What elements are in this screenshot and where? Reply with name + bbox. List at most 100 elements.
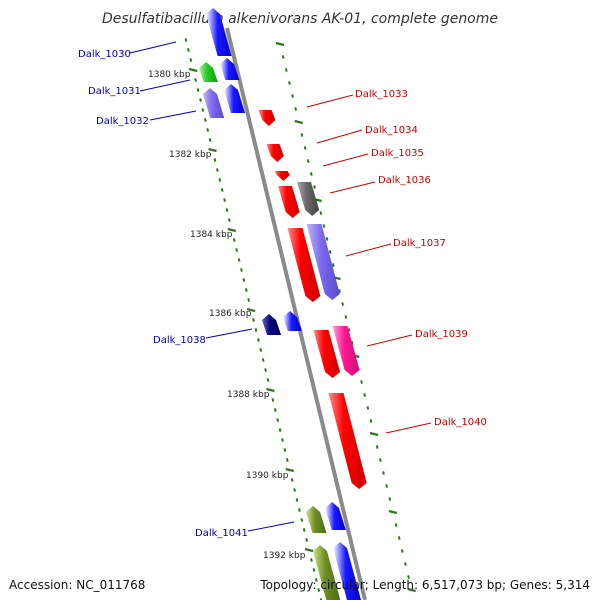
major-tick — [266, 387, 275, 393]
gene-1038-a[interactable] — [262, 314, 282, 335]
minor-tick — [293, 488, 296, 492]
minor-tick — [291, 94, 294, 98]
gene-label[interactable]: Dalk_1032 — [96, 116, 149, 127]
minor-tick — [322, 224, 326, 228]
major-tick — [407, 587, 416, 593]
gene-label[interactable]: Dalk_1031 — [88, 86, 141, 97]
genome-backbone — [225, 27, 367, 600]
scale-label: 1390 kbp — [246, 471, 289, 481]
minor-tick — [312, 568, 316, 572]
minor-tick — [303, 146, 307, 150]
gene-label[interactable]: Dalk_1036 — [378, 175, 431, 186]
gene-1039-a[interactable] — [313, 330, 341, 378]
minor-tick — [314, 578, 318, 582]
minor-tick — [331, 263, 335, 267]
map-title: Desulfatibacillum alkenivorans AK-01, co… — [102, 11, 498, 27]
scale-labels: 1380 kbp 1382 kbp 1384 kbp 1386 kbp 1388… — [148, 70, 306, 561]
gene-label[interactable]: Dalk_1030 — [78, 49, 131, 60]
gene-1041-b[interactable] — [325, 502, 346, 530]
gene-1040[interactable] — [328, 393, 367, 489]
gene-label[interactable]: Dalk_1041 — [195, 528, 248, 539]
gene-1039-b[interactable] — [332, 326, 360, 376]
minor-tick — [264, 368, 267, 372]
gene-label[interactable]: Dalk_1039 — [415, 329, 468, 340]
forward-gene-labels: Dalk_1033 Dalk_1034 Dalk_1035 Dalk_1036 … — [306, 89, 487, 434]
minor-tick — [382, 471, 385, 475]
minor-tick — [341, 302, 345, 306]
major-tick — [285, 467, 294, 473]
minor-tick — [325, 237, 329, 241]
minor-tick — [388, 497, 392, 501]
minor-tick — [338, 289, 341, 293]
minor-tick — [235, 248, 239, 252]
minor-tick — [194, 78, 197, 82]
gene-label[interactable]: Dalk_1040 — [434, 417, 487, 428]
minor-tick — [266, 378, 270, 382]
minor-tick — [283, 448, 287, 452]
minor-tick — [247, 298, 251, 302]
gene-1042-a[interactable] — [313, 545, 341, 600]
gene-label[interactable]: Dalk_1035 — [371, 148, 424, 159]
scale-track — [184, 38, 416, 600]
minor-tick — [305, 538, 308, 542]
minor-tick — [294, 107, 298, 111]
gene-1031-b[interactable] — [220, 58, 240, 80]
minor-tick — [306, 159, 310, 163]
minor-tick — [319, 211, 323, 215]
minor-tick — [271, 398, 275, 402]
scale-label: 1388 kbp — [227, 390, 270, 400]
accession-text: Accession: NC_011768 — [9, 578, 146, 592]
minor-tick — [366, 406, 370, 410]
minor-tick — [261, 358, 265, 362]
gene-1036-a[interactable] — [278, 186, 300, 218]
gene-1031-a[interactable] — [199, 62, 218, 82]
minor-tick — [404, 562, 407, 566]
minor-tick — [288, 81, 291, 85]
gene-label[interactable]: Dalk_1037 — [393, 238, 446, 249]
gene-label[interactable]: Dalk_1034 — [365, 125, 418, 136]
minor-tick — [218, 178, 222, 182]
gene-label[interactable]: Dalk_1033 — [355, 89, 408, 100]
minor-tick — [313, 185, 316, 189]
gene-1037-b[interactable] — [306, 224, 340, 300]
minor-tick — [187, 48, 190, 52]
gene-label[interactable]: Dalk_1038 — [153, 335, 206, 346]
gene-1034[interactable] — [266, 144, 284, 162]
minor-tick — [201, 108, 205, 112]
gene-1032-b[interactable] — [224, 84, 245, 113]
major-tick — [294, 119, 304, 125]
scale-label: 1384 kbp — [190, 230, 233, 240]
minor-tick — [228, 218, 231, 222]
minor-tick — [278, 428, 282, 432]
minor-tick — [184, 38, 188, 42]
topology-text: Topology: circular; Length: 6,517,073 bp… — [260, 578, 590, 592]
gene-1035[interactable] — [274, 171, 290, 181]
label-connector — [139, 79, 191, 92]
scale-label: 1392 kbp — [263, 551, 306, 561]
major-tick — [188, 67, 198, 73]
gene-1030-orf[interactable] — [206, 8, 232, 56]
gene-1038-b[interactable] — [283, 311, 302, 331]
minor-tick — [369, 419, 373, 423]
minor-tick — [276, 418, 280, 422]
minor-tick — [244, 288, 248, 292]
minor-tick — [203, 118, 207, 122]
minor-tick — [259, 348, 263, 352]
minor-tick — [319, 598, 323, 600]
gene-1033[interactable] — [258, 110, 276, 126]
major-tick — [369, 431, 379, 437]
label-connector — [129, 41, 177, 54]
minor-tick — [375, 445, 379, 449]
minor-tick — [317, 588, 321, 592]
minor-tick — [379, 458, 382, 462]
gene-1041-a[interactable] — [306, 506, 327, 533]
minor-tick — [347, 328, 351, 332]
gene-1037-a[interactable] — [287, 228, 321, 302]
gene-1036-b[interactable] — [297, 182, 320, 216]
minor-tick — [189, 58, 193, 62]
label-connector — [306, 94, 354, 108]
label-connector — [345, 243, 392, 257]
gene-1042-b[interactable] — [333, 542, 361, 600]
gene-1032-a[interactable] — [203, 88, 225, 118]
